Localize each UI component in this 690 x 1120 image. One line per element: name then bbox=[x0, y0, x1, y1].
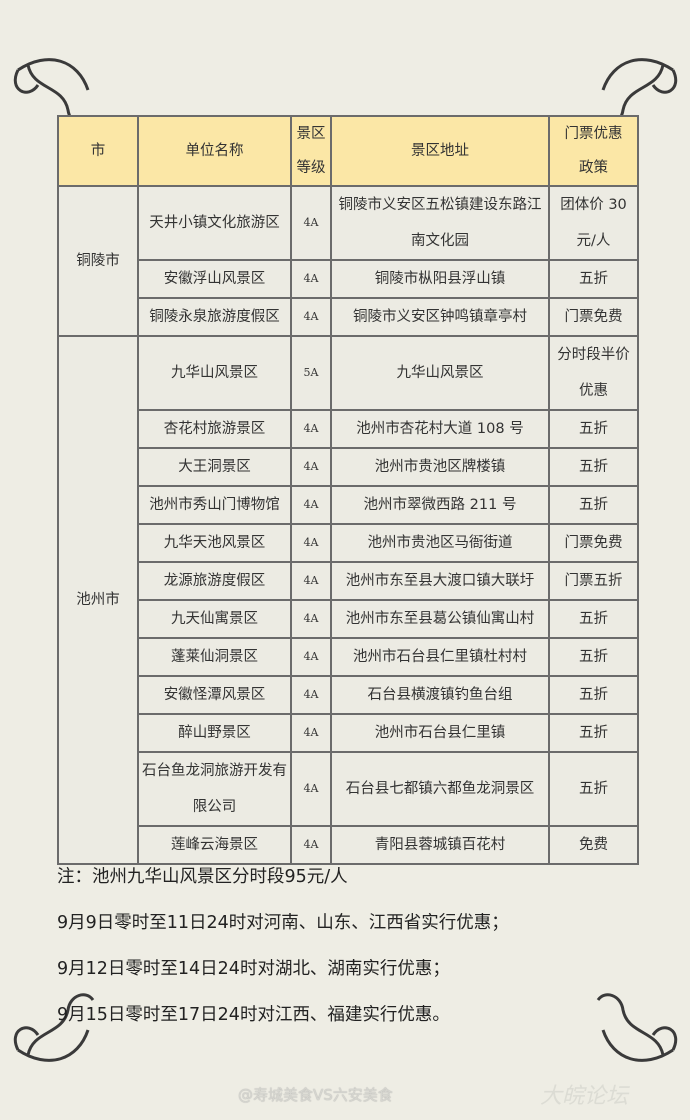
address-cell: 池州市东至县大渡口镇大联圩 bbox=[330, 561, 550, 601]
table-row: 醉山野景区 4A 池州市石台县仁里镇 五折 bbox=[58, 713, 639, 753]
policy-cell: 免费 bbox=[548, 825, 639, 865]
city-cell: 池州市 bbox=[57, 335, 139, 865]
name-cell: 醉山野景区 bbox=[137, 713, 292, 753]
address-cell: 铜陵市义安区五松镇建设东路江南文化园 bbox=[330, 185, 550, 261]
table-header: 市单位名称 景区 等级 景区地址 门票优惠 政策 bbox=[57, 115, 639, 187]
policy-cell: 团体价 30元/人 bbox=[548, 185, 639, 261]
name-cell: 杏花村旅游景区 bbox=[137, 409, 292, 449]
address-cell: 池州市翠微西路 211 号 bbox=[330, 485, 550, 525]
city-cell: 铜陵市 bbox=[57, 185, 139, 337]
name-cell: 天井小镇文化旅游区 bbox=[137, 185, 292, 261]
table-row: 九天仙寓景区 4A 池州市东至县葛公镇仙寓山村 五折 bbox=[58, 599, 639, 639]
policy-cell: 五折 bbox=[548, 599, 639, 639]
ornament-bottom-left-icon bbox=[14, 993, 95, 1062]
policy-cell: 五折 bbox=[548, 447, 639, 487]
name-cell: 大王洞景区 bbox=[137, 447, 292, 487]
policy-cell: 五折 bbox=[548, 751, 639, 827]
policy-cell: 五折 bbox=[548, 675, 639, 715]
name-cell: 莲峰云海景区 bbox=[137, 825, 292, 865]
column-header: 市 bbox=[57, 115, 139, 187]
grade-cell: 4A bbox=[290, 637, 332, 677]
table-row: 九华天池风景区 4A 池州市贵池区马衙街道 门票免费 bbox=[58, 523, 639, 563]
grade-cell: 4A bbox=[290, 523, 332, 563]
note-line: 9月12日零时至14日24时对湖北、湖南实行优惠； bbox=[57, 959, 450, 979]
address-cell: 池州市石台县仁里镇 bbox=[330, 713, 550, 753]
grade-cell: 4A bbox=[290, 185, 332, 261]
grade-cell: 4A bbox=[290, 599, 332, 639]
address-cell: 池州市石台县仁里镇杜村村 bbox=[330, 637, 550, 677]
name-cell: 九华山风景区 bbox=[137, 335, 292, 411]
table-row: 龙源旅游度假区 4A 池州市东至县大渡口镇大联圩 门票五折 bbox=[58, 561, 639, 601]
grade-cell: 4A bbox=[290, 561, 332, 601]
address-cell: 石台县七都镇六都鱼龙洞景区 bbox=[330, 751, 550, 827]
name-cell: 石台鱼龙洞旅游开发有限公司 bbox=[137, 751, 292, 827]
address-cell: 九华山风景区 bbox=[330, 335, 550, 411]
table-row: 铜陵永泉旅游度假区 4A 铜陵市义安区钟鸣镇章亭村 门票免费 bbox=[58, 297, 639, 337]
table-row: 大王洞景区 4A 池州市贵池区牌楼镇 五折 bbox=[58, 447, 639, 487]
table-row: 安徽怪潭风景区 4A 石台县横渡镇钓鱼台组 五折 bbox=[58, 675, 639, 715]
table-row: 铜陵市 天井小镇文化旅游区 4A 铜陵市义安区五松镇建设东路江南文化园 团体价 30元/… bbox=[57, 185, 639, 337]
policy-cell: 分时段半价优惠 bbox=[548, 335, 639, 411]
column-header: 门票优惠 政策 bbox=[548, 115, 639, 187]
notes: 注：池州九华山风景区分时段95元/人 9月9日零时至11日24时对河南、山东、江… bbox=[57, 862, 509, 1046]
policy-cell: 五折 bbox=[548, 485, 639, 525]
table-row: 池州市 九华山风景区 5A 九华山风景区 分时段半价优惠 bbox=[57, 335, 639, 865]
scenic-spots-table: 市单位名称 景区 等级 景区地址 门票优惠 政策 铜陵市 天井小镇文化旅游区 4A 铜陵市义… bbox=[57, 115, 639, 865]
policy-cell: 五折 bbox=[548, 713, 639, 753]
table-row: 蓬莱仙洞景区 4A 池州市石台县仁里镇杜村村 五折 bbox=[58, 637, 639, 677]
grade-cell: 4A bbox=[290, 485, 332, 525]
name-cell: 九天仙寓景区 bbox=[137, 599, 292, 639]
name-cell: 安徽怪潭风景区 bbox=[137, 675, 292, 715]
column-header: 景区 等级 bbox=[290, 115, 332, 187]
note-line: 注：池州九华山风景区分时段95元/人 bbox=[57, 867, 348, 887]
table-row: 安徽浮山风景区 4A 铜陵市枞阳县浮山镇 五折 bbox=[58, 259, 639, 299]
policy-cell: 门票免费 bbox=[548, 523, 639, 563]
name-cell: 安徽浮山风景区 bbox=[137, 259, 292, 299]
address-cell: 池州市杏花村大道 108 号 bbox=[330, 409, 550, 449]
note-line: 9月9日零时至11日24时对河南、山东、江西省实行优惠； bbox=[57, 913, 509, 933]
table-row: 杏花村旅游景区 4A 池州市杏花村大道 108 号五折 bbox=[58, 409, 639, 449]
address-cell: 池州市贵池区马衙街道 bbox=[330, 523, 550, 563]
address-cell: 青阳县蓉城镇百花村 bbox=[330, 825, 550, 865]
policy-cell: 五折 bbox=[548, 409, 639, 449]
grade-cell: 4A bbox=[290, 259, 332, 299]
grade-cell: 4A bbox=[290, 675, 332, 715]
table-row: 莲峰云海景区 4A 青阳县蓉城镇百花村 免费 bbox=[58, 825, 639, 865]
address-cell: 池州市贵池区牌楼镇 bbox=[330, 447, 550, 487]
address-cell: 石台县横渡镇钓鱼台组 bbox=[330, 675, 550, 715]
address-cell: 铜陵市枞阳县浮山镇 bbox=[330, 259, 550, 299]
grade-cell: 4A bbox=[290, 713, 332, 753]
site-watermark-logo: 大皖论坛 bbox=[540, 1084, 629, 1109]
policy-cell: 五折 bbox=[548, 259, 639, 299]
grade-cell: 4A bbox=[290, 409, 332, 449]
name-cell: 蓬莱仙洞景区 bbox=[137, 637, 292, 677]
table-row: 石台鱼龙洞旅游开发有限公司 4A 石台县七都镇六都鱼龙洞景区 五折 bbox=[58, 751, 639, 827]
name-cell: 铜陵永泉旅游度假区 bbox=[137, 297, 292, 337]
weibo-watermark: @寿城美食VS六安美食 bbox=[238, 1086, 393, 1104]
policy-cell: 五折 bbox=[548, 637, 639, 677]
name-cell: 九华天池风景区 bbox=[137, 523, 292, 563]
column-header: 景区地址 bbox=[330, 115, 550, 187]
grade-cell: 4A bbox=[290, 447, 332, 487]
address-cell: 池州市东至县葛公镇仙寓山村 bbox=[330, 599, 550, 639]
note-line: 9月15日零时至17日24时对江西、福建实行优惠。 bbox=[57, 1005, 450, 1025]
policy-cell: 门票五折 bbox=[548, 561, 639, 601]
grade-cell: 5A bbox=[290, 335, 332, 411]
grade-cell: 4A bbox=[290, 297, 332, 337]
grade-cell: 4A bbox=[290, 825, 332, 865]
address-cell: 铜陵市义安区钟鸣镇章亭村 bbox=[330, 297, 550, 337]
ornament-bottom-right-icon bbox=[596, 993, 677, 1062]
name-cell: 龙源旅游度假区 bbox=[137, 561, 292, 601]
name-cell: 池州市秀山门博物馆 bbox=[137, 485, 292, 525]
table-row: 池州市秀山门博物馆 4A 池州市翠微西路 211 号五折 bbox=[58, 485, 639, 525]
policy-cell: 门票免费 bbox=[548, 297, 639, 337]
column-header: 单位名称 bbox=[137, 115, 292, 187]
grade-cell: 4A bbox=[290, 751, 332, 827]
